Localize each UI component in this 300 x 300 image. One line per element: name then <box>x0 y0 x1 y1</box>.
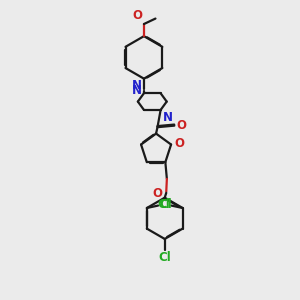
Text: N: N <box>132 79 142 92</box>
Text: Cl: Cl <box>160 199 172 212</box>
Text: O: O <box>132 9 142 22</box>
Text: Cl: Cl <box>158 251 171 264</box>
Text: N: N <box>132 84 142 97</box>
Text: O: O <box>174 137 184 150</box>
Text: O: O <box>177 118 187 132</box>
Text: O: O <box>153 187 163 200</box>
Text: N: N <box>162 111 172 124</box>
Text: Cl: Cl <box>157 199 170 212</box>
